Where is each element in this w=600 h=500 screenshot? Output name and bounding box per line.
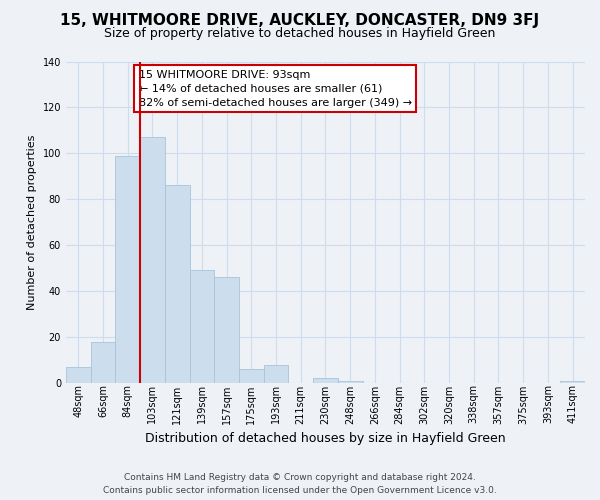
Bar xyxy=(165,186,190,383)
Bar xyxy=(66,367,91,383)
Bar xyxy=(338,380,362,383)
Bar xyxy=(263,364,289,383)
Bar xyxy=(214,278,239,383)
Bar xyxy=(91,342,115,383)
Text: Size of property relative to detached houses in Hayfield Green: Size of property relative to detached ho… xyxy=(104,28,496,40)
Bar xyxy=(140,138,165,383)
Bar xyxy=(190,270,214,383)
Bar xyxy=(560,380,585,383)
X-axis label: Distribution of detached houses by size in Hayfield Green: Distribution of detached houses by size … xyxy=(145,432,506,445)
Bar xyxy=(115,156,140,383)
Text: 15, WHITMOORE DRIVE, AUCKLEY, DONCASTER, DN9 3FJ: 15, WHITMOORE DRIVE, AUCKLEY, DONCASTER,… xyxy=(61,12,539,28)
Text: 15 WHITMOORE DRIVE: 93sqm
← 14% of detached houses are smaller (61)
82% of semi-: 15 WHITMOORE DRIVE: 93sqm ← 14% of detac… xyxy=(139,70,412,108)
Y-axis label: Number of detached properties: Number of detached properties xyxy=(27,134,37,310)
Bar xyxy=(313,378,338,383)
Bar xyxy=(239,369,263,383)
Text: Contains HM Land Registry data © Crown copyright and database right 2024.
Contai: Contains HM Land Registry data © Crown c… xyxy=(103,473,497,495)
